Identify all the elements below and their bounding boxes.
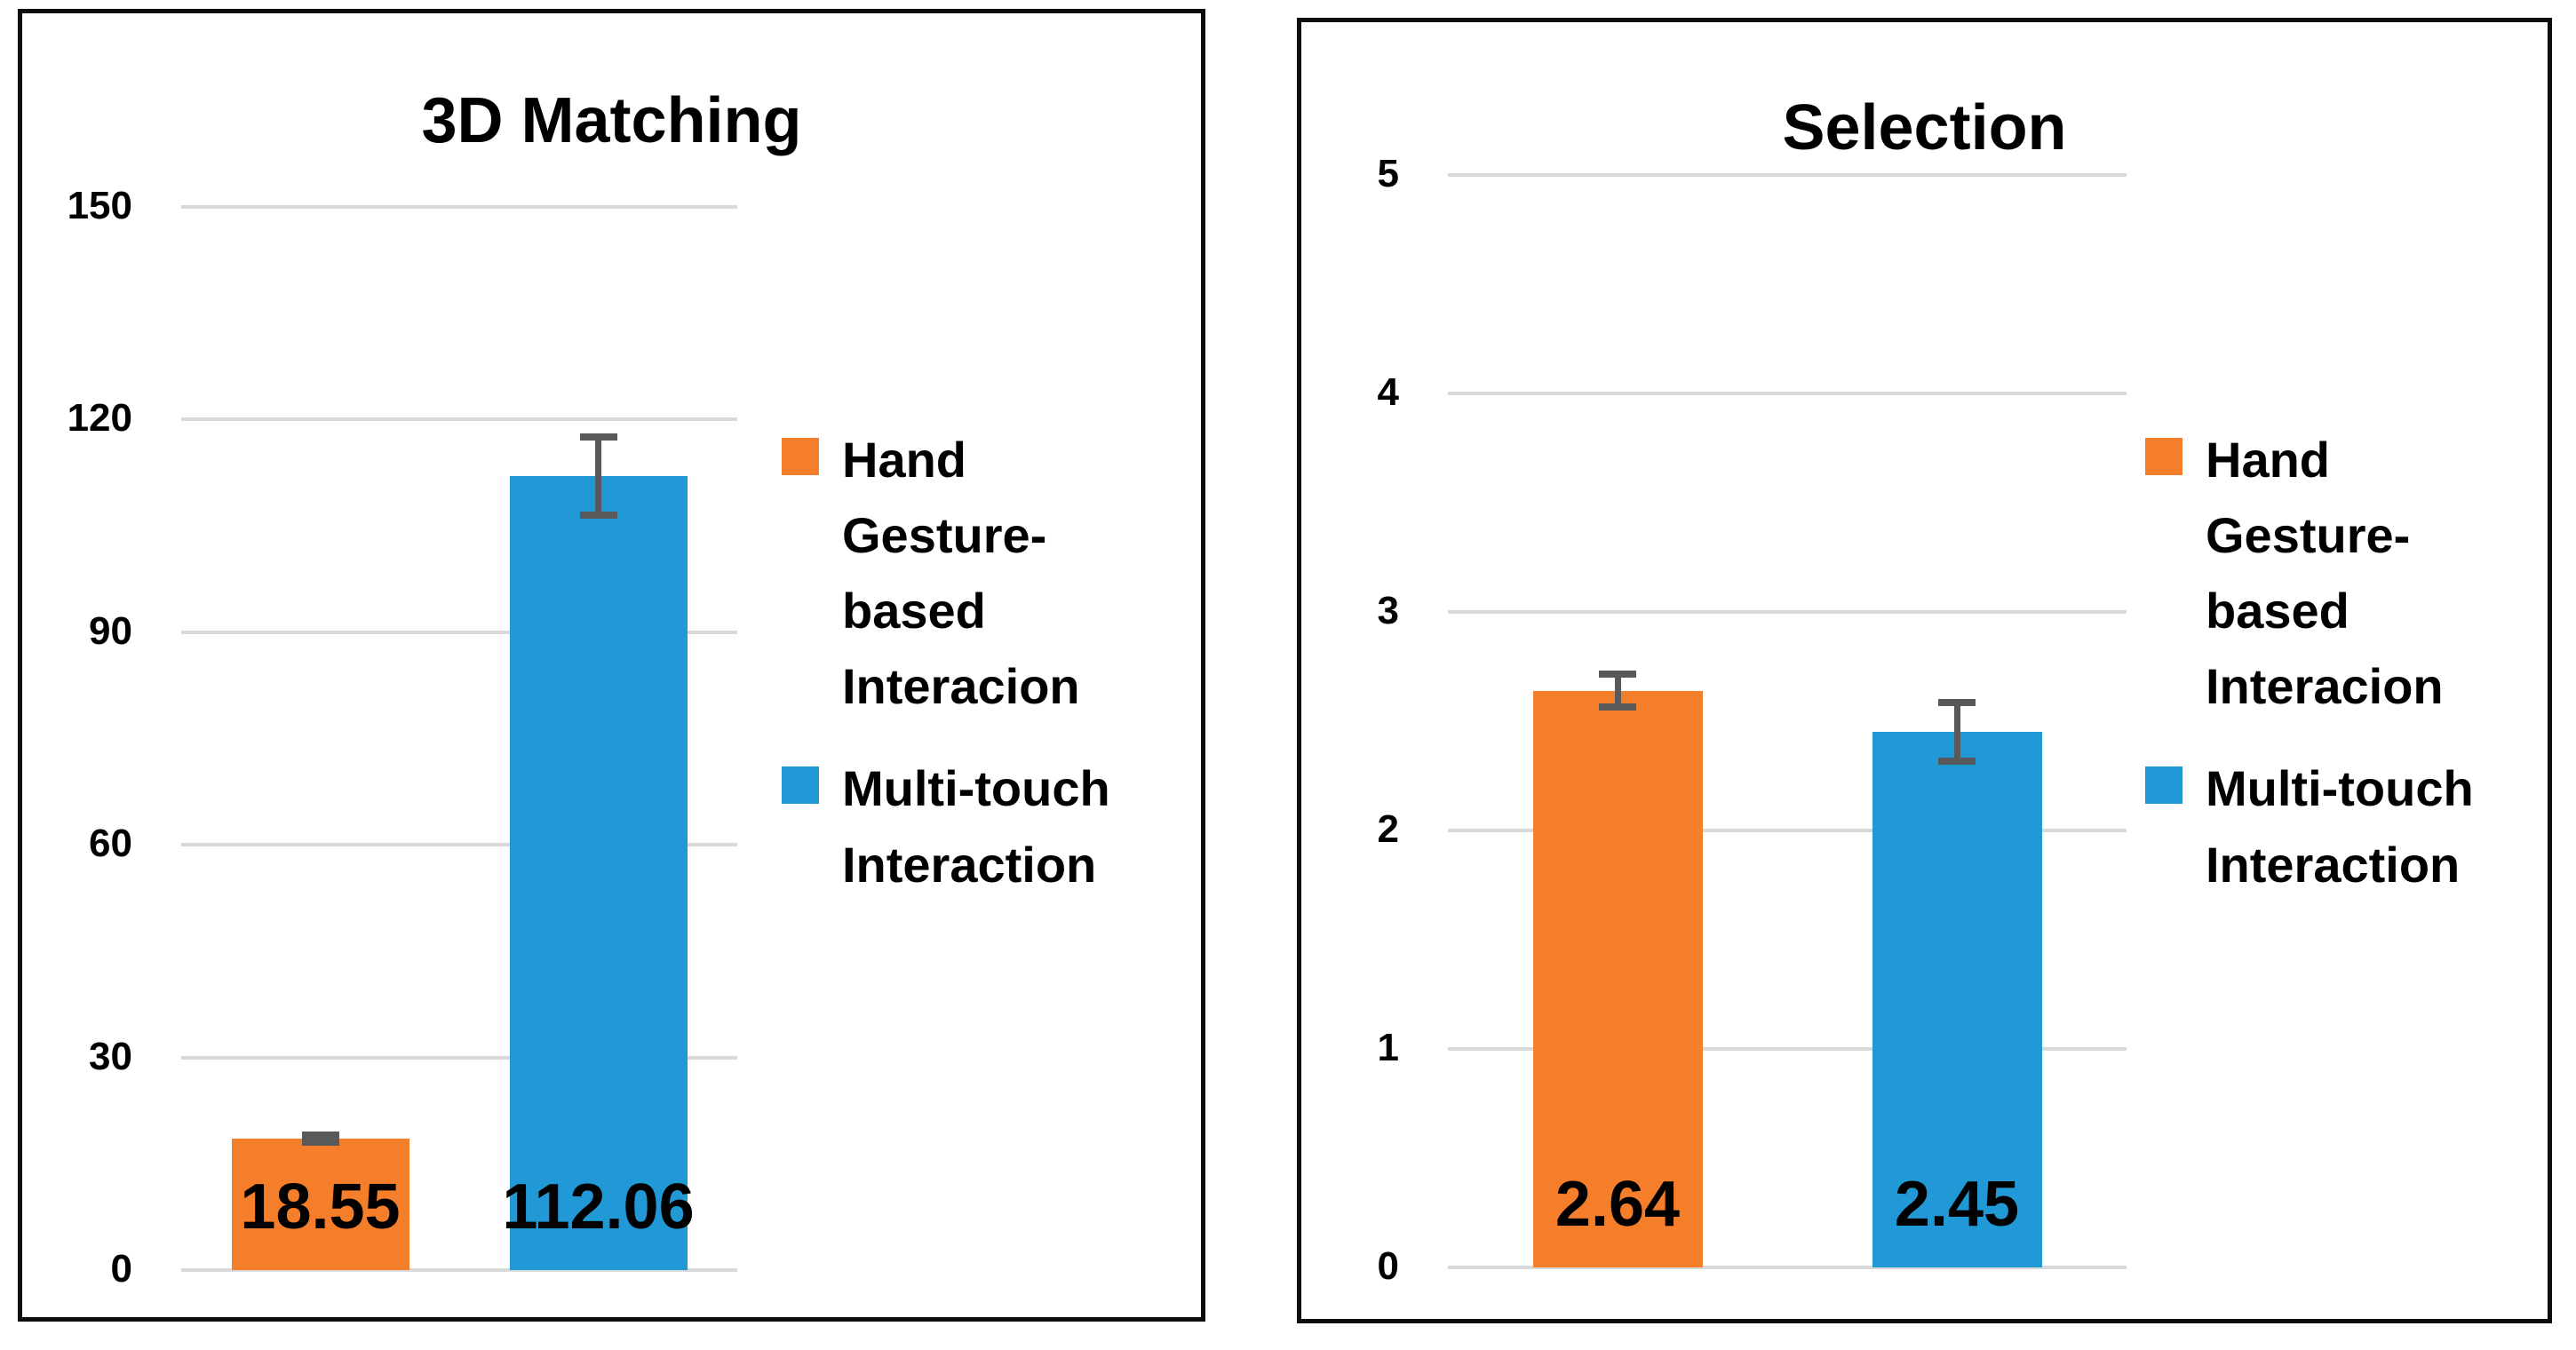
legend-swatch xyxy=(782,766,819,805)
error-bar-cap-bottom xyxy=(1599,703,1636,711)
error-bar-cap-top xyxy=(579,433,617,441)
gridline-y-1 xyxy=(1448,1047,2127,1051)
error-bar-cap-top xyxy=(1938,699,1976,707)
gridline-y-120 xyxy=(181,417,737,422)
bar-multi-touch xyxy=(1872,732,2042,1267)
y-tick-label: 0 xyxy=(110,1247,132,1290)
error-bar-stem xyxy=(1953,699,1960,766)
legend-entry: Hand Gesture- based Interacion xyxy=(2145,422,2474,724)
legend: Hand Gesture- based Interacion Multi-touc… xyxy=(2145,422,2474,902)
gridline-y-0 xyxy=(1448,1266,2127,1269)
y-tick-label: 2 xyxy=(1377,807,1399,851)
gridline-y-30 xyxy=(181,1055,737,1060)
bar-multi-touch xyxy=(509,475,688,1270)
error-bar xyxy=(579,433,617,519)
gridline-y-5 xyxy=(1448,173,2127,177)
plot-area: 0 1 2 3 4 5 2.64 2.45 xyxy=(1378,152,2127,1288)
gridline-y-90 xyxy=(181,630,737,634)
gridline-y-3 xyxy=(1448,610,2127,614)
y-tick-label: 30 xyxy=(89,1034,132,1078)
gridline-y-150 xyxy=(181,205,737,209)
bar-value-label: 112.06 xyxy=(502,1171,695,1243)
legend-label: Multi-touch Interaction xyxy=(2206,760,2474,893)
chart-title: Selection xyxy=(1782,92,2067,163)
error-bar xyxy=(1599,671,1636,711)
bar-value-label: 18.55 xyxy=(240,1171,401,1243)
y-tick-label: 1 xyxy=(1377,1026,1399,1069)
chart-selection: Selection 0 1 2 3 4 5 2.64 2.45 Hand Gesture- b… xyxy=(1297,18,2552,1323)
legend-label: Multi-touch Interaction xyxy=(842,760,1110,893)
bar-hand-gesture xyxy=(1532,690,1703,1267)
legend-swatch xyxy=(2145,438,2182,475)
legend-label: Hand Gesture- based Interacion xyxy=(842,432,1080,715)
y-tick-label: 4 xyxy=(1377,370,1399,414)
y-tick-label: 90 xyxy=(89,608,132,653)
gridline-y-0 xyxy=(181,1268,737,1272)
plot-area: 0 30 60 90 120 150 18.55 112.06 xyxy=(68,184,737,1290)
legend-swatch xyxy=(782,438,819,475)
gridline-y-2 xyxy=(1448,829,2127,832)
y-tick-label: 5 xyxy=(1377,152,1399,195)
error-bar-cap-bottom xyxy=(579,511,617,519)
error-bar-cap-top xyxy=(1599,671,1636,679)
chart-3d-matching: 3D Matching 0 30 60 90 120 150 18.55 112.06 Han… xyxy=(18,9,1205,1322)
error-bar-cap-bottom xyxy=(301,1138,339,1146)
y-tick-label: 3 xyxy=(1377,589,1399,632)
y-tick-label: 0 xyxy=(1377,1244,1399,1288)
y-tick-label: 150 xyxy=(67,184,132,227)
legend-swatch xyxy=(2145,766,2182,805)
legend-entry: Hand Gesture- based Interacion xyxy=(782,422,1110,724)
error-bar-cap-bottom xyxy=(1938,758,1976,766)
gridline-y-60 xyxy=(181,843,737,847)
legend-label: Hand Gesture- based Interacion xyxy=(2206,432,2444,715)
legend: Hand Gesture- based Interacion Multi-touc… xyxy=(782,422,1110,902)
error-bar-cap-top xyxy=(301,1131,339,1139)
bar-value-label: 2.64 xyxy=(1554,1169,1681,1240)
chart-title: 3D Matching xyxy=(421,85,802,156)
bar-value-label: 2.45 xyxy=(1894,1169,2020,1240)
error-bar xyxy=(301,1131,339,1146)
error-bar-stem xyxy=(1614,671,1621,711)
y-tick-label: 60 xyxy=(89,822,132,866)
error-bar xyxy=(1938,699,1976,766)
legend-entry: Multi-touch Interaction xyxy=(782,750,1110,901)
legend-entry: Multi-touch Interaction xyxy=(2145,750,2474,901)
gridline-y-4 xyxy=(1448,392,2127,395)
y-tick-label: 120 xyxy=(67,396,132,441)
bar-hand-gesture xyxy=(231,1138,409,1270)
error-bar-stem xyxy=(595,433,601,519)
